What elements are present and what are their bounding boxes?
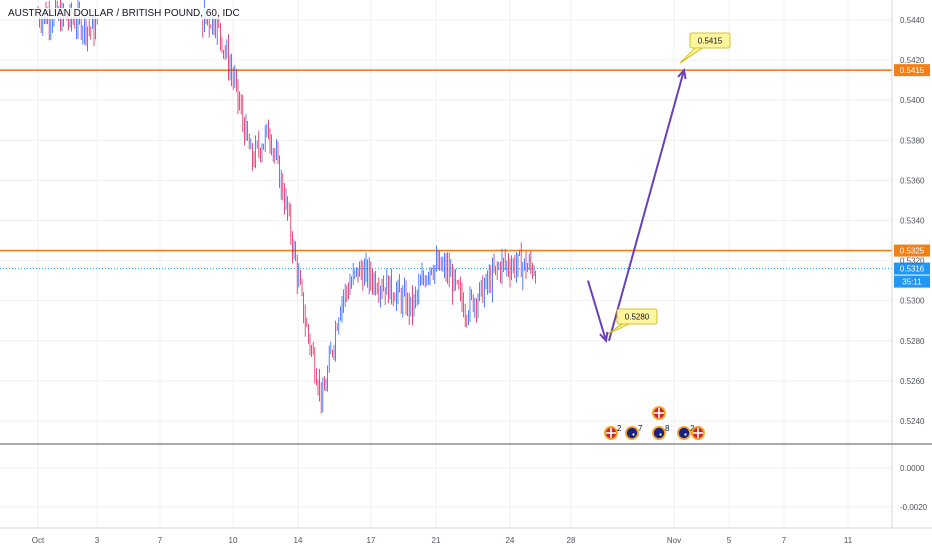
flag-star [632, 433, 635, 436]
event-count: 8 [665, 424, 670, 433]
event-au-icon[interactable]: 2 [677, 424, 695, 440]
x-tick-label: 7 [782, 536, 787, 545]
y-tick-label: 0.5440 [900, 16, 925, 25]
callout-box [616, 308, 658, 325]
y-tick-label: 0.5360 [900, 176, 925, 185]
x-tick-label: 7 [158, 536, 163, 545]
callout-label: 0.5415 [698, 37, 723, 46]
lower-y-tick-label: 0.0000 [900, 464, 925, 473]
x-tick-label: 10 [229, 536, 238, 545]
y-tick-label: 0.5320 [900, 257, 925, 266]
resistance-price-tag [894, 64, 930, 77]
support-price-label: 0.5325 [900, 247, 925, 256]
y-tick-label: 0.5400 [900, 96, 925, 105]
projection-up-arrow [608, 69, 685, 342]
x-tick-label: 28 [567, 536, 576, 545]
flag-star [684, 433, 687, 436]
horizontal-levels: 0.5415 0.5325 0.5316 35:11 [0, 64, 930, 288]
x-tick-label: 17 [367, 536, 376, 545]
projection-arrows: 0.5280 0.5415 [587, 32, 731, 343]
chart-title: AUSTRALIAN DOLLAR / BRITISH POUND, 60, I… [6, 8, 242, 19]
y-tick-label: 0.5240 [900, 417, 925, 426]
projection-down-arrow [587, 280, 607, 342]
y-tick-label: 0.5280 [900, 337, 925, 346]
y-tick-label: 0.5340 [900, 216, 925, 225]
current-price-tag [894, 262, 930, 275]
callout-label: 0.5280 [625, 313, 650, 322]
lower-y-tick-label: -0.0020 [900, 503, 928, 512]
x-tick-label: Oct [32, 536, 45, 545]
current-price-label: 0.5316 [900, 265, 925, 274]
event-gb-icon[interactable] [691, 426, 705, 440]
x-tick-label: 11 [844, 536, 853, 545]
resistance-price-label: 0.5415 [900, 66, 925, 75]
event-count: 2 [617, 424, 622, 433]
projection-down-arrowhead [599, 331, 609, 343]
candles [37, 0, 536, 414]
support-price-tag [894, 244, 930, 257]
y-tick-label: 0.5420 [900, 56, 925, 65]
x-tick-label: 24 [506, 536, 515, 545]
flag-star [659, 433, 662, 436]
y-tick-label: 0.5260 [900, 377, 925, 386]
event-count: 7 [638, 424, 643, 433]
callout-box [689, 32, 731, 49]
event-count: 2 [690, 424, 695, 433]
economic-events[interactable]: 2 7 8 2 [604, 406, 705, 440]
x-tick-label: 5 [727, 536, 732, 545]
projection-up-arrowhead [677, 67, 687, 80]
event-flag [626, 427, 638, 439]
y-tick-label: 0.5380 [900, 136, 925, 145]
event-au-icon[interactable]: 8 [652, 424, 670, 440]
event-gb-icon[interactable] [652, 406, 666, 420]
event-au-icon[interactable]: 7 [625, 424, 643, 440]
countdown-label: 35:11 [902, 278, 922, 287]
countdown-tag [894, 275, 930, 288]
event-flag [678, 427, 690, 439]
y-tick-label: 0.5300 [900, 297, 925, 306]
event-flag [653, 427, 665, 439]
x-tick-label: 3 [95, 536, 100, 545]
x-tick-label: 21 [432, 536, 441, 545]
x-tick-label: Nov [667, 536, 681, 545]
event-gb-icon[interactable]: 2 [604, 424, 622, 440]
x-tick-label: 14 [294, 536, 303, 545]
